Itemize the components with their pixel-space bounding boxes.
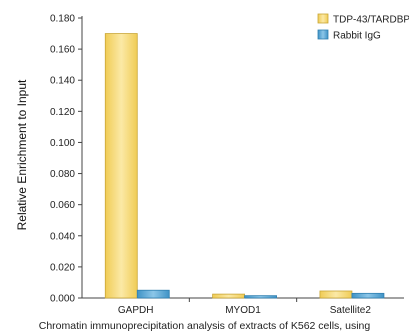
bar-tdp-43-tardbp-myod1	[212, 293, 246, 299]
legend-label: TDP-43/TARDBP	[333, 15, 409, 26]
bar-rabbit-igg-satellite2	[351, 292, 385, 299]
y-tick-label: 0.080	[50, 169, 75, 180]
y-tick-label: 0.140	[50, 76, 75, 87]
y-tick-label: 0.020	[50, 262, 75, 273]
y-tick-label: 0.120	[50, 107, 75, 118]
bar-tdp-43-tardbp-gapdh	[104, 33, 138, 299]
y-tick-label: 0.160	[50, 45, 75, 56]
x-category-label: MYOD1	[225, 305, 261, 316]
x-category-label: Satellite2	[330, 305, 372, 316]
bar-tdp-43-tardbp-satellite2	[319, 290, 353, 299]
legend-swatch	[317, 29, 329, 40]
y-tick-label: 0.060	[50, 200, 75, 211]
bar-chart: 0.000 0.020 0.040 0.060 0.080 0.100 0.120 0.140…	[15, 13, 409, 317]
figure-caption: Chromatin immunoprecipitation analysis o…	[38, 320, 371, 332]
legend-label: Rabbit IgG	[333, 31, 381, 42]
bar-rabbit-igg-myod1	[244, 295, 278, 299]
y-tick-label: 0.180	[50, 14, 75, 25]
x-category-label: GAPDH	[118, 305, 154, 316]
y-tick-label: 0.100	[50, 138, 75, 149]
legend-swatch	[317, 13, 329, 24]
bar-rabbit-igg-gapdh	[136, 289, 170, 299]
y-tick-label: 0.000	[50, 294, 75, 305]
y-axis-title: Relative Enrichment to Input	[15, 79, 29, 230]
y-tick-label: 0.040	[50, 231, 75, 242]
